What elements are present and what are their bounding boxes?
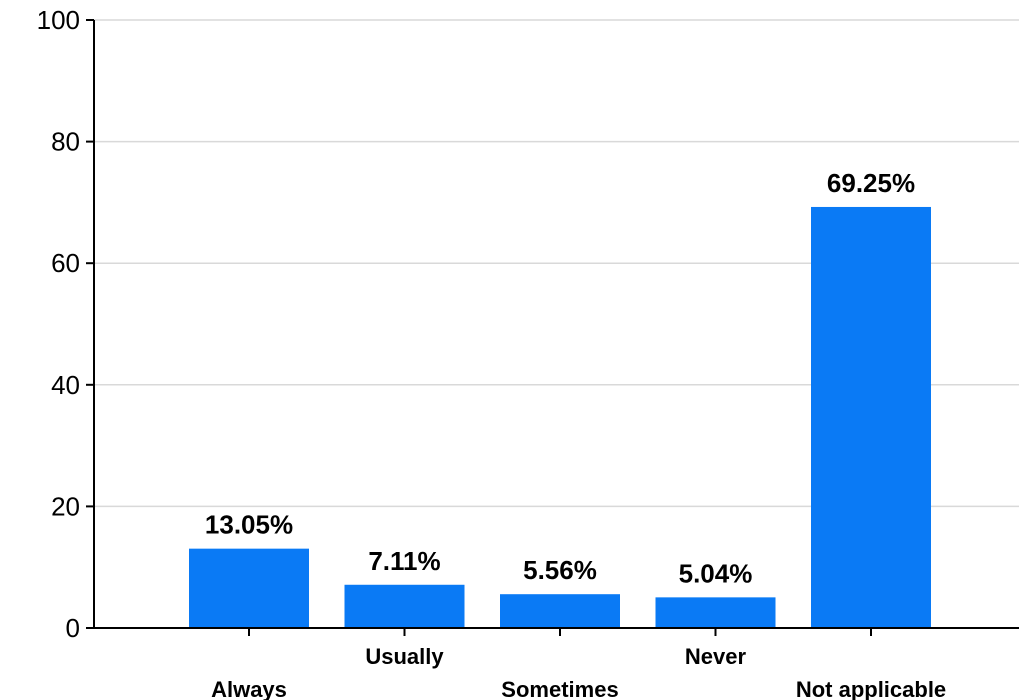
bar [344,584,465,628]
data-labels: 13.05% 7.11% 5.56% 5.04% 69.25% [205,168,915,588]
bar [189,548,309,628]
y-tick-label: 60 [51,248,80,278]
y-tick-label: 100 [37,5,80,35]
bar [655,597,776,628]
data-label: 5.04% [679,558,753,588]
data-label: 13.05% [205,510,293,540]
y-tick-label: 0 [66,613,80,643]
category-label: Always [211,677,287,700]
category-label: Never [685,644,747,669]
category-label: Not applicable [796,677,946,700]
y-tick-label: 20 [51,491,80,521]
category-labels: Always Usually Sometimes Never Not applicabl… [211,644,946,700]
category-label: Usually [365,644,444,669]
category-label: Sometimes [501,677,618,700]
x-axis-ticks [248,628,872,636]
bars [189,206,931,628]
bar [500,594,620,628]
bar [811,206,931,628]
data-label: 7.11% [368,546,440,576]
y-tick-label: 80 [51,127,80,157]
data-label: 5.56% [523,555,597,585]
data-label: 69.25% [827,168,915,198]
y-tick-label: 40 [51,370,80,400]
y-axis-ticks: 0 20 40 60 80 100 [37,5,94,643]
